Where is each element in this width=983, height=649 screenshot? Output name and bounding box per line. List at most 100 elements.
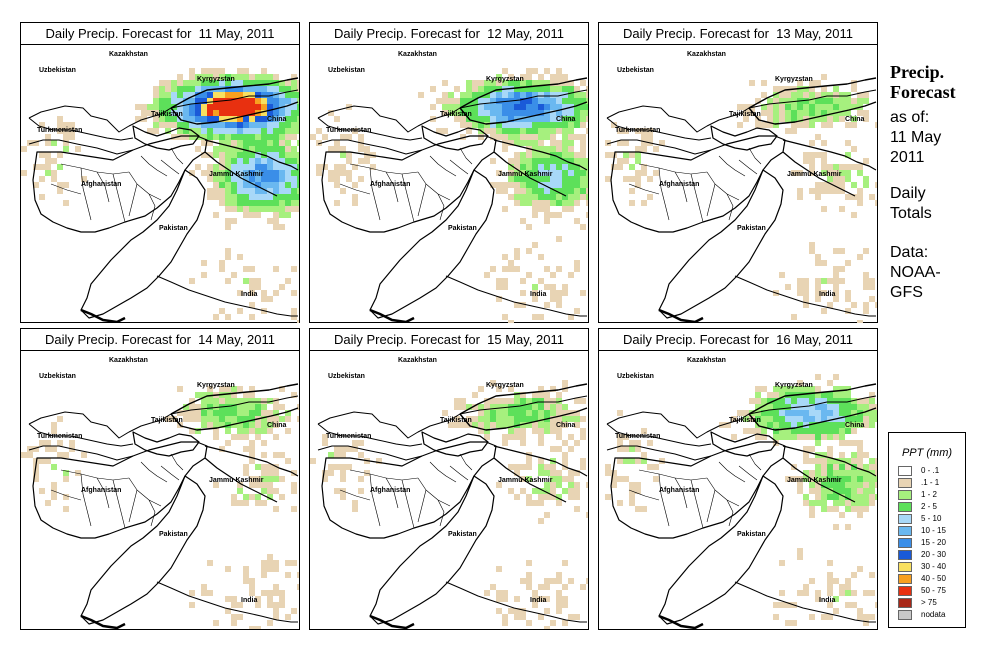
precip-cell xyxy=(851,404,857,410)
precip-cell xyxy=(273,266,279,272)
precip-cell xyxy=(641,506,647,512)
precip-cell xyxy=(779,392,785,398)
precip-cell xyxy=(261,290,267,296)
precip-cell xyxy=(472,110,478,116)
precip-cell xyxy=(255,122,261,128)
precip-cell xyxy=(213,68,219,74)
precip-cell xyxy=(833,422,839,428)
country-label-jammu-kashmir: Jammu Kashmir xyxy=(787,171,842,178)
precip-cell xyxy=(767,104,773,110)
precip-cell xyxy=(243,404,249,410)
precip-cell xyxy=(490,110,496,116)
precip-cell xyxy=(520,200,526,206)
precip-cell xyxy=(851,452,857,458)
precip-cell xyxy=(851,506,857,512)
afghanistan-boundary xyxy=(32,135,208,233)
precip-cell xyxy=(845,104,851,110)
precip-cell xyxy=(857,398,863,404)
precip-cell xyxy=(45,152,51,158)
precip-cell xyxy=(502,590,508,596)
precip-cell xyxy=(526,248,532,254)
precip-cell xyxy=(635,176,641,182)
kashmir-boundary xyxy=(493,445,588,503)
province-boundary xyxy=(738,465,758,481)
precip-cell xyxy=(526,404,532,410)
precip-cell xyxy=(544,200,550,206)
precip-cell xyxy=(261,590,267,596)
precip-cell xyxy=(249,278,255,284)
precip-cell xyxy=(219,266,225,272)
precip-cell xyxy=(460,98,466,104)
province-boundary xyxy=(459,147,473,165)
precip-cell xyxy=(586,212,588,218)
precip-cell xyxy=(225,92,231,98)
legend-label: 5 - 10 xyxy=(921,514,942,523)
precip-cell xyxy=(261,428,267,434)
province-boundary xyxy=(401,173,415,223)
precip-cell xyxy=(454,116,460,122)
precip-cell xyxy=(219,134,225,140)
precip-cell xyxy=(207,116,213,122)
precip-cell xyxy=(532,296,538,302)
precip-cell xyxy=(39,176,45,182)
precip-cell xyxy=(514,464,520,470)
precip-cell xyxy=(514,122,520,128)
precip-cell xyxy=(526,134,532,140)
precip-cell xyxy=(779,410,785,416)
precip-cell xyxy=(544,626,550,629)
precip-cell xyxy=(815,134,821,140)
precip-cell xyxy=(285,140,291,146)
precip-cell xyxy=(201,416,207,422)
precip-cell xyxy=(857,470,863,476)
precip-cell xyxy=(737,410,743,416)
precip-cell xyxy=(316,170,322,176)
precip-cell xyxy=(532,590,538,596)
precip-cell xyxy=(237,386,243,392)
precip-cell xyxy=(237,206,243,212)
forecast-panel-5: Daily Precip. Forecast for 15 May, 2011 … xyxy=(309,328,589,630)
precip-cell xyxy=(857,422,863,428)
precip-cell xyxy=(797,80,803,86)
precip-cell xyxy=(243,140,249,146)
precip-cell xyxy=(502,206,508,212)
legend-swatch xyxy=(898,550,912,560)
precip-cell xyxy=(743,104,749,110)
precip-cell xyxy=(273,110,279,116)
precip-cell xyxy=(243,194,249,200)
precip-cell xyxy=(797,110,803,116)
precip-cell xyxy=(454,404,460,410)
precip-cell xyxy=(490,416,496,422)
precip-cell xyxy=(809,458,815,464)
precip-cell xyxy=(219,398,225,404)
precip-cell xyxy=(538,74,544,80)
precip-cell xyxy=(346,446,352,452)
precip-cell xyxy=(430,104,436,110)
precip-cell xyxy=(839,470,845,476)
precip-cell xyxy=(532,164,538,170)
precip-cell xyxy=(544,206,550,212)
precip-cell xyxy=(297,92,299,98)
precip-cell xyxy=(231,74,237,80)
precip-cell xyxy=(526,176,532,182)
precip-cell xyxy=(562,206,568,212)
precip-cell xyxy=(821,290,827,296)
precip-cell xyxy=(851,116,857,122)
precip-cell xyxy=(502,620,508,626)
precip-cell xyxy=(243,80,249,86)
precip-cell xyxy=(225,410,231,416)
precip-cell xyxy=(63,140,69,146)
precip-cell xyxy=(285,158,291,164)
precip-cell xyxy=(863,302,869,308)
precip-cell xyxy=(562,164,568,170)
precip-cell xyxy=(165,122,171,128)
precip-cell xyxy=(33,470,39,476)
precip-cell xyxy=(484,404,490,410)
precip-cell xyxy=(57,182,63,188)
precip-cell xyxy=(851,590,857,596)
precip-cell xyxy=(508,110,514,116)
precip-cell xyxy=(237,98,243,104)
precip-cell xyxy=(815,470,821,476)
precip-cell xyxy=(243,170,249,176)
precip-cell xyxy=(562,194,568,200)
precip-cell xyxy=(863,404,869,410)
